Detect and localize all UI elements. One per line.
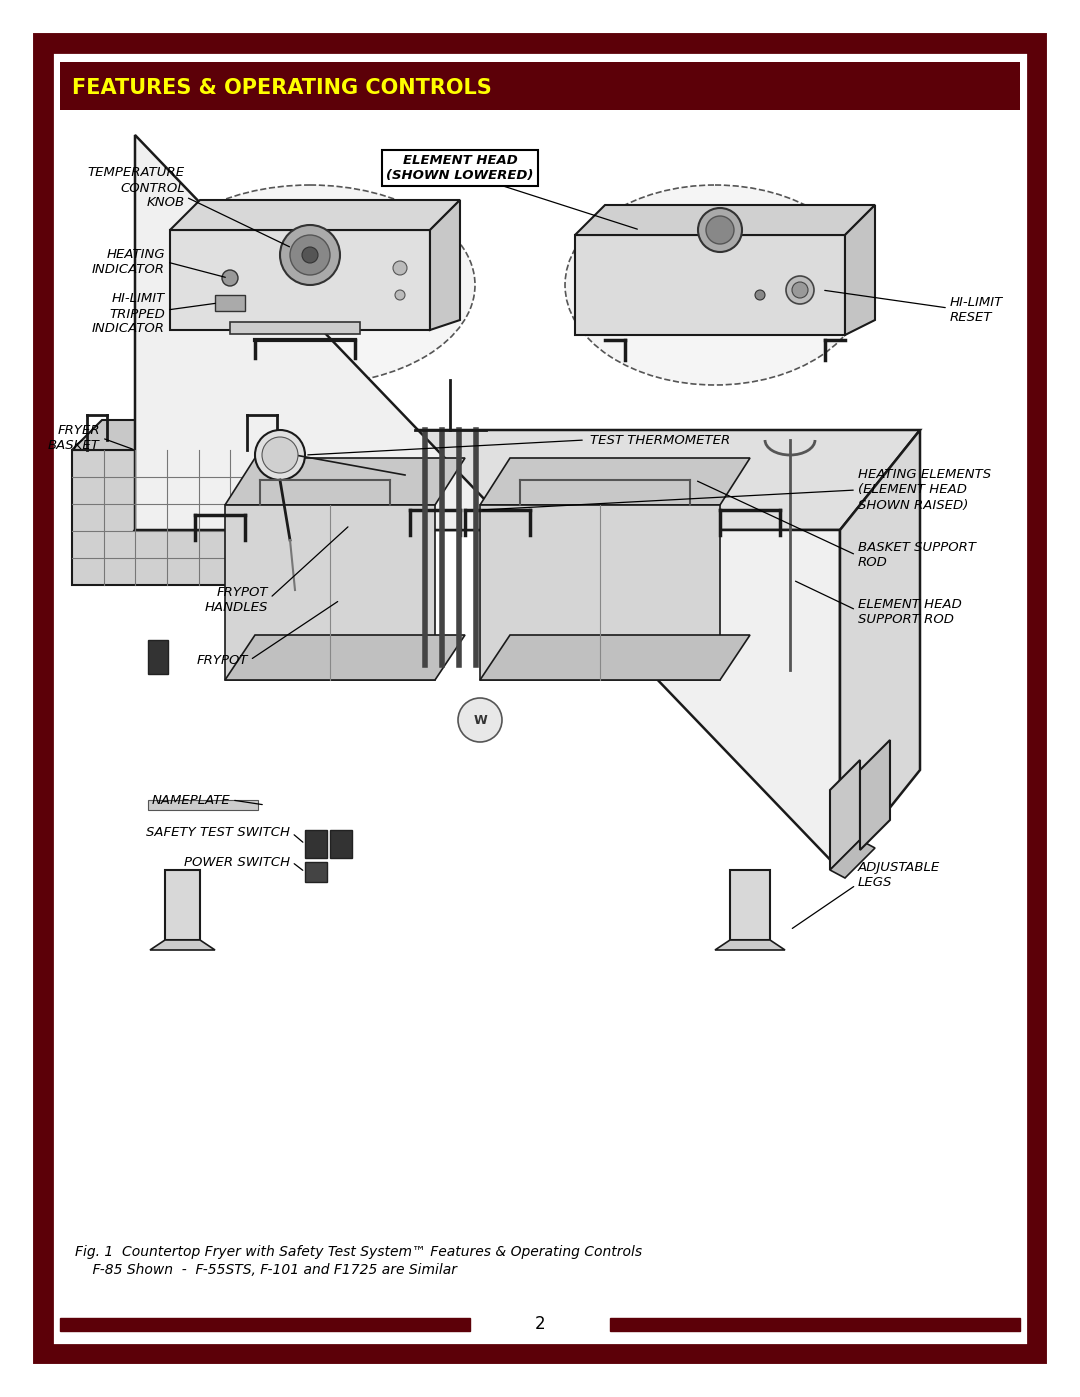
Text: POWER SWITCH: POWER SWITCH [184,855,291,869]
Circle shape [698,208,742,251]
Ellipse shape [145,184,475,386]
Circle shape [755,291,765,300]
Text: FRYER
BASKET: FRYER BASKET [49,425,100,453]
Circle shape [395,291,405,300]
Text: F-85 Shown  -  F-55STS, F-101 and F1725 are Similar: F-85 Shown - F-55STS, F-101 and F1725 ar… [75,1263,457,1277]
Text: HEATING ELEMENTS
(ELEMENT HEAD
SHOWN RAISED): HEATING ELEMENTS (ELEMENT HEAD SHOWN RAI… [858,468,991,511]
Polygon shape [430,200,460,330]
Bar [330,830,352,858]
Polygon shape [170,200,460,231]
Circle shape [786,277,814,305]
Circle shape [302,247,318,263]
Polygon shape [575,205,875,235]
Circle shape [393,261,407,275]
Polygon shape [831,840,875,877]
Circle shape [458,698,502,742]
Polygon shape [225,458,465,504]
Text: FRYPOT: FRYPOT [197,654,248,666]
Circle shape [222,270,238,286]
Text: HEATING
INDICATOR: HEATING INDICATOR [92,249,165,277]
Text: Fig. 1  Countertop Fryer with Safety Test System™ Features & Operating Controls: Fig. 1 Countertop Fryer with Safety Test… [75,1245,643,1259]
Bar [230,321,360,334]
Polygon shape [480,636,750,680]
Text: FRYPOT
HANDLES: FRYPOT HANDLES [204,585,268,615]
Bar [60,61,1020,110]
Bar [305,862,327,882]
Bar [148,640,168,673]
Polygon shape [840,430,920,870]
Text: ADJUSTABLE
LEGS: ADJUSTABLE LEGS [858,861,941,888]
Text: BASKET SUPPORT
ROD: BASKET SUPPORT ROD [858,541,976,569]
Text: 2: 2 [535,1315,545,1333]
Polygon shape [860,740,890,849]
Ellipse shape [565,184,865,386]
Bar [148,800,258,810]
Text: ELEMENT HEAD
SUPPORT ROD: ELEMENT HEAD SUPPORT ROD [858,598,962,626]
Bar [610,1317,1020,1331]
Circle shape [262,437,298,474]
Polygon shape [730,870,770,940]
Polygon shape [150,940,215,950]
Text: W: W [473,714,487,726]
Polygon shape [715,940,785,950]
Polygon shape [72,450,262,585]
Polygon shape [480,458,750,504]
Polygon shape [845,205,875,335]
Polygon shape [165,870,200,940]
Text: HI-LIMIT
RESET: HI-LIMIT RESET [950,296,1003,324]
Circle shape [291,235,330,275]
Bar [305,830,327,858]
Text: FEATURES & OPERATING CONTROLS: FEATURES & OPERATING CONTROLS [72,78,491,98]
Text: TEST THERMOMETER: TEST THERMOMETER [590,433,730,447]
Polygon shape [170,231,430,330]
Text: HI-LIMIT
TRIPPED
INDICATOR: HI-LIMIT TRIPPED INDICATOR [92,292,165,335]
Polygon shape [262,420,292,585]
Circle shape [280,225,340,285]
Bar [60,1317,470,1331]
Bar [215,295,245,312]
Text: NAMEPLATE: NAMEPLATE [151,793,230,806]
Polygon shape [575,235,845,335]
Polygon shape [72,420,292,450]
Text: TEMPERATURE
CONTROL
KNOB: TEMPERATURE CONTROL KNOB [87,166,185,210]
Polygon shape [480,504,720,680]
Polygon shape [831,760,860,870]
Polygon shape [135,136,840,870]
Circle shape [255,430,305,481]
Text: SAFETY TEST SWITCH: SAFETY TEST SWITCH [146,827,291,840]
Circle shape [706,217,734,244]
Polygon shape [225,636,465,680]
Polygon shape [225,504,435,680]
Polygon shape [135,430,920,529]
Text: ELEMENT HEAD
(SHOWN LOWERED): ELEMENT HEAD (SHOWN LOWERED) [387,154,534,182]
Circle shape [792,282,808,298]
